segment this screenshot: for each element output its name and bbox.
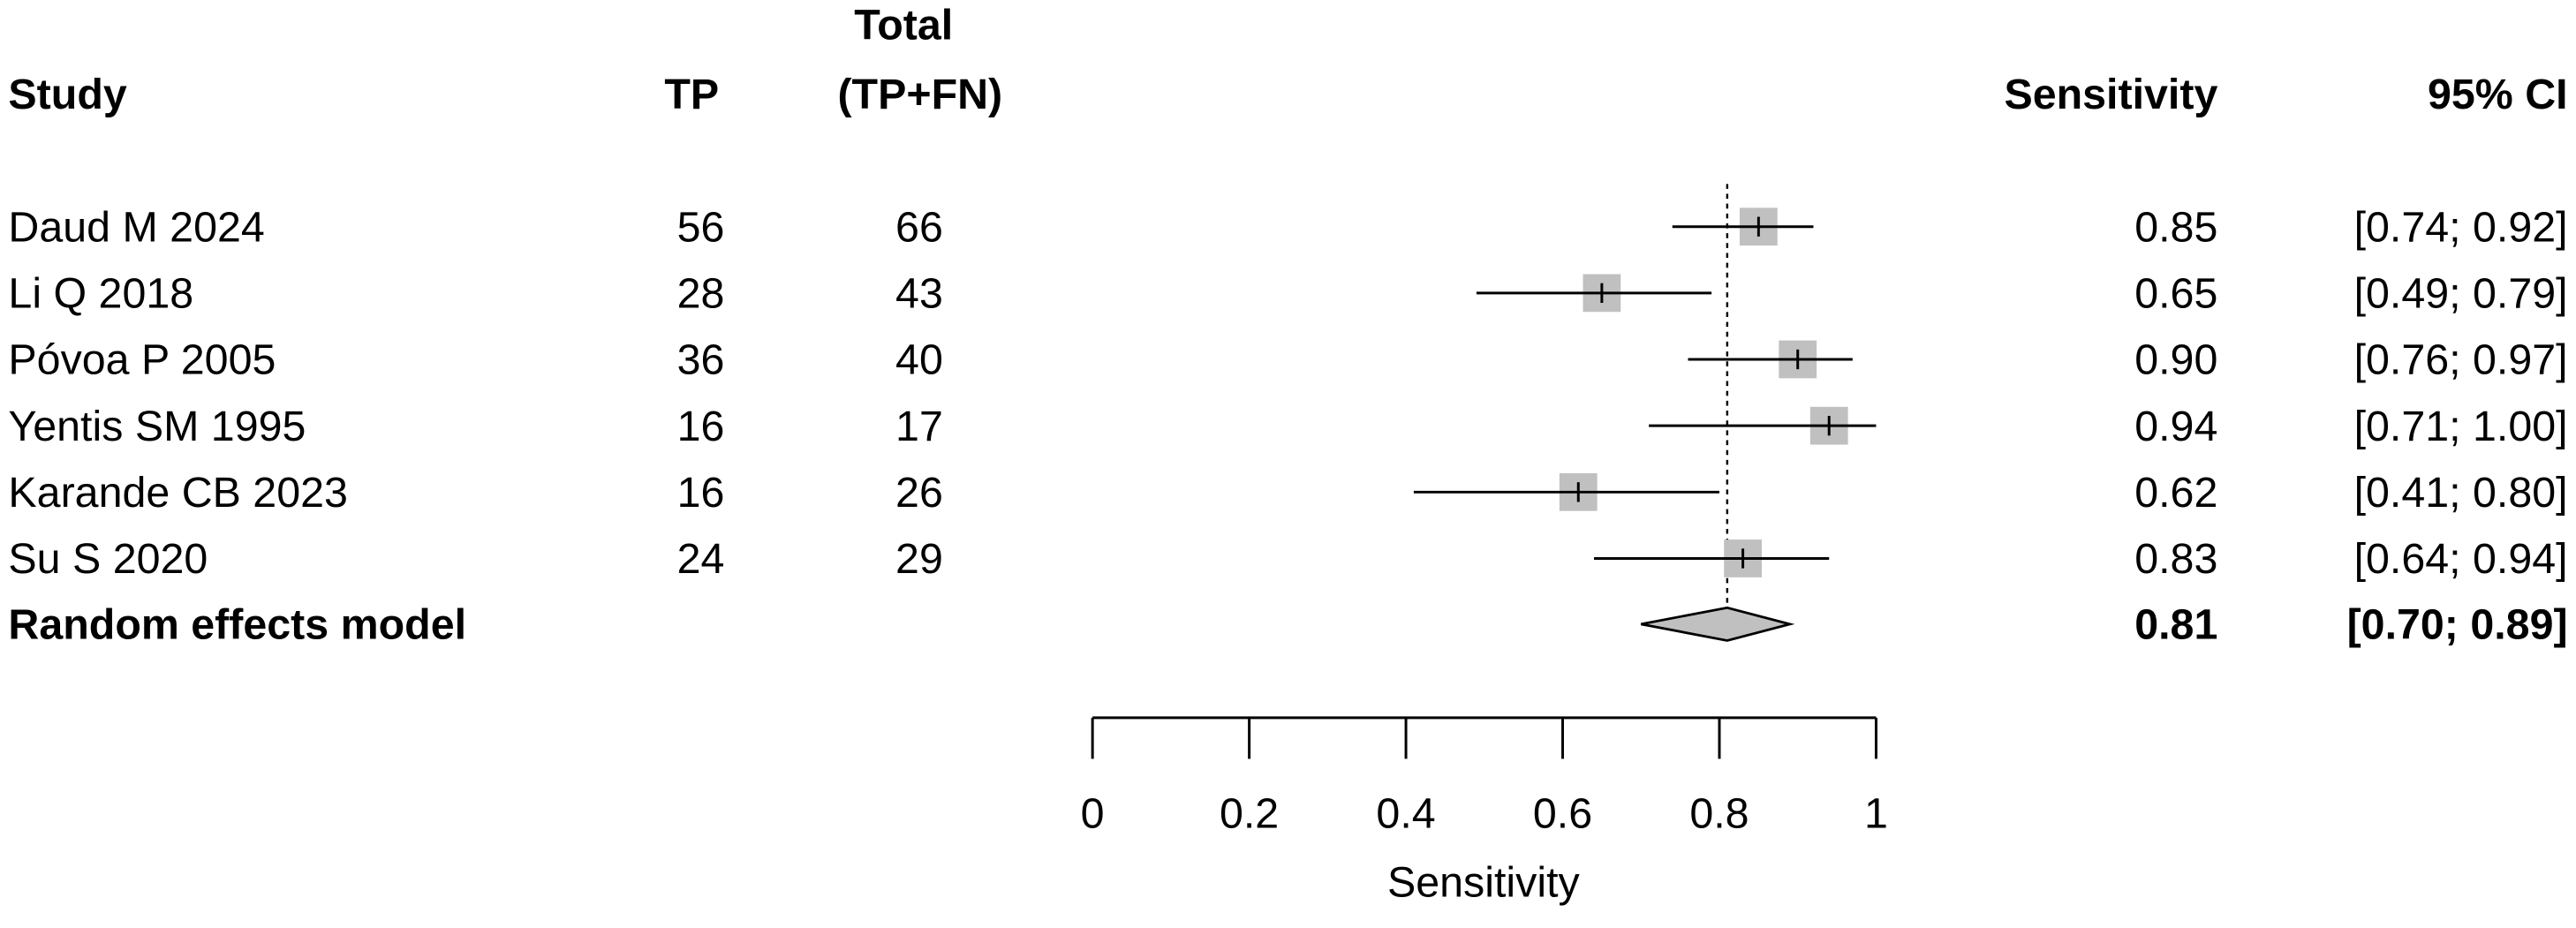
study-name: Yentis SM 1995: [8, 403, 306, 450]
study-sensitivity: 0.85: [2134, 203, 2217, 251]
study-total: 66: [895, 203, 943, 251]
study-sensitivity: 0.94: [2134, 403, 2217, 450]
x-tick-label: 0.6: [1533, 790, 1592, 838]
study-name: Daud M 2024: [8, 203, 264, 251]
study-tp: 16: [677, 469, 725, 517]
study-tp: 56: [677, 203, 725, 251]
header-tp: TP: [664, 71, 719, 118]
study-total: 40: [895, 336, 943, 384]
study-ci: [0.71; 1.00]: [2354, 403, 2568, 450]
study-total: 26: [895, 469, 943, 517]
study-tp: 16: [677, 403, 725, 450]
pooled-label: Random effects model: [8, 601, 466, 649]
study-name: Karande CB 2023: [8, 469, 347, 517]
study-ci: [0.74; 0.92]: [2354, 203, 2568, 251]
study-ci: [0.76; 0.97]: [2354, 336, 2568, 384]
study-total: 43: [895, 270, 943, 318]
study-total: 29: [895, 535, 943, 583]
x-axis: 0 0.2 0.4 0.6 0.8 1: [1081, 716, 1888, 838]
header-total-sub: (TP+FN): [837, 71, 1002, 118]
x-tick-label: 0.8: [1689, 790, 1749, 838]
study-rows: Daud M 2024 56 66 0.85 [0.74; 0.92] Li Q 2018…: [8, 203, 2567, 648]
x-tick-label: 1: [1864, 790, 1888, 838]
x-axis-label: Sensitivity: [1387, 859, 1581, 907]
header-ci: 95% CI: [2428, 71, 2568, 118]
study-total: 17: [895, 403, 943, 450]
study-tp: 28: [677, 270, 725, 318]
study-ci: [0.64; 0.94]: [2354, 535, 2568, 583]
study-ci: [0.41; 0.80]: [2354, 469, 2568, 517]
study-sensitivity: 0.62: [2134, 469, 2217, 517]
x-tick-label: 0.2: [1220, 790, 1279, 838]
pooled-ci: [0.70; 0.89]: [2347, 601, 2568, 649]
x-tick-label: 0.4: [1376, 790, 1435, 838]
study-tp: 24: [677, 535, 725, 583]
study-sensitivity: 0.65: [2134, 270, 2217, 318]
study-name: Su S 2020: [8, 535, 208, 583]
header-total: Total: [854, 2, 953, 49]
study-name: Póvoa P 2005: [8, 336, 276, 384]
study-name: Li Q 2018: [8, 270, 193, 318]
pooled-diamond: [1640, 606, 1795, 642]
plot-marks: [1413, 184, 1877, 642]
column-headers: Study TP Total (TP+FN) Sensitivity 95% C…: [8, 2, 2567, 118]
study-ci: [0.49; 0.79]: [2354, 270, 2568, 318]
pooled-sensitivity: 0.81: [2134, 601, 2217, 649]
study-tp: 36: [677, 336, 725, 384]
study-sensitivity: 0.83: [2134, 535, 2217, 583]
x-tick-label: 0: [1081, 790, 1105, 838]
study-sensitivity: 0.90: [2134, 336, 2217, 384]
header-sensitivity: Sensitivity: [2004, 71, 2217, 118]
header-study: Study: [8, 71, 126, 118]
